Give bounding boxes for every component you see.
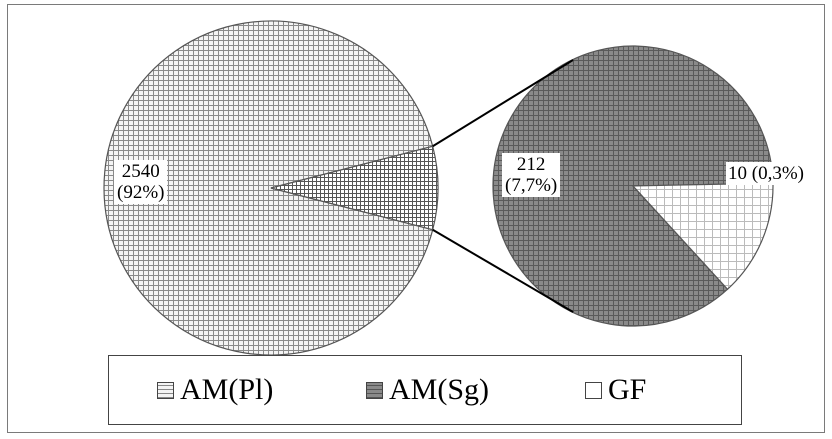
legend-item-gf: GF	[585, 372, 646, 408]
data-label-gf: 10 (0,3%)	[726, 162, 806, 185]
white-swatch-icon	[585, 381, 602, 399]
data-label-am-pl: 2540 (92%)	[114, 160, 168, 204]
main-pie	[103, 20, 439, 356]
secondary-pie	[492, 45, 774, 327]
connector-lines	[432, 59, 574, 313]
slice-gf	[631, 182, 774, 291]
legend-item-am-pl: AM(Pl)	[157, 372, 273, 408]
chart-legend: AM(Pl) AM(Sg) GF	[108, 355, 742, 425]
grid-light-swatch-icon	[157, 381, 174, 399]
slice-am-pl	[103, 20, 434, 356]
connector-line-bottom	[432, 228, 574, 313]
pie-of-pie-chart	[103, 20, 774, 356]
legend-item-am-sg: AM(Sg)	[366, 372, 489, 408]
chart-frame: 2540 (92%) 212 (7,7%) 10 (0,3%) AM(Pl) A…	[7, 4, 825, 433]
grid-dark-swatch-icon	[366, 381, 383, 399]
connector-line-top	[432, 59, 574, 148]
slice-secondary-group	[270, 145, 439, 231]
data-label-am-sg: 212 (7,7%)	[502, 153, 561, 197]
